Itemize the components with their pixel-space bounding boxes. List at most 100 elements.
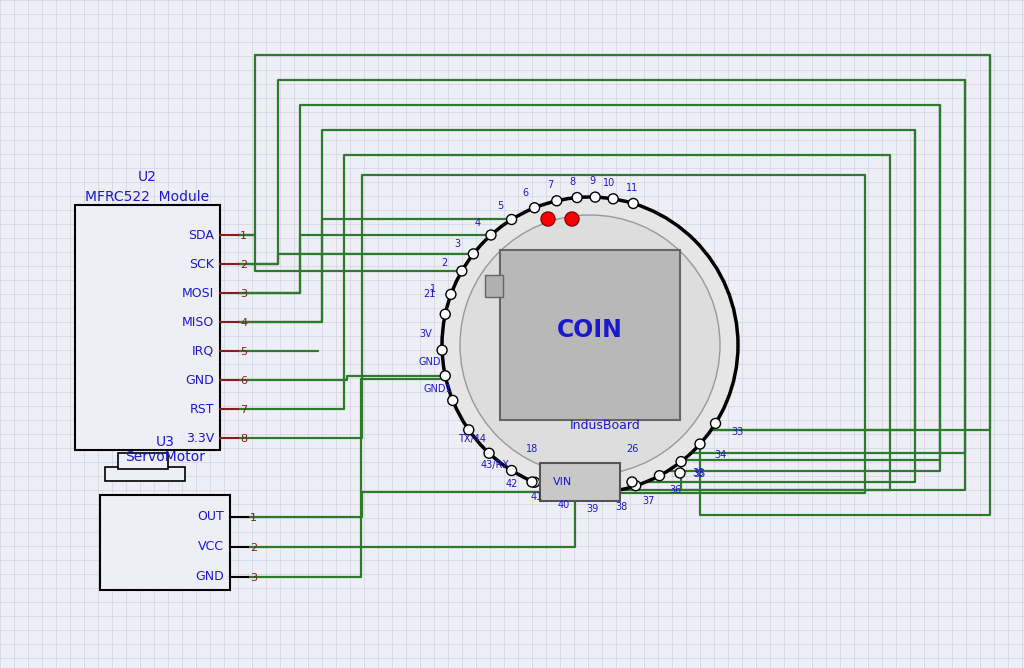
Text: 37: 37 bbox=[643, 496, 655, 506]
Circle shape bbox=[486, 230, 496, 240]
Text: 1: 1 bbox=[250, 513, 257, 523]
Text: 10: 10 bbox=[603, 178, 615, 188]
Text: 39: 39 bbox=[587, 504, 598, 514]
Circle shape bbox=[711, 418, 721, 428]
Bar bbox=[105, 467, 185, 481]
Bar bbox=[485, 275, 503, 297]
Text: SDA: SDA bbox=[188, 228, 214, 242]
Text: GND: GND bbox=[185, 373, 214, 387]
Circle shape bbox=[529, 203, 540, 213]
Text: GND: GND bbox=[419, 357, 441, 367]
Circle shape bbox=[676, 457, 686, 467]
Circle shape bbox=[605, 486, 615, 496]
Text: 3: 3 bbox=[250, 573, 257, 583]
Circle shape bbox=[565, 212, 579, 226]
Text: 7: 7 bbox=[547, 180, 553, 190]
Circle shape bbox=[468, 249, 478, 259]
Text: GND: GND bbox=[196, 570, 224, 584]
Text: COIN: COIN bbox=[557, 318, 623, 342]
Text: 2: 2 bbox=[250, 543, 257, 553]
Text: 33: 33 bbox=[692, 468, 705, 478]
Circle shape bbox=[507, 466, 516, 476]
Text: 2: 2 bbox=[240, 260, 247, 270]
Text: 18: 18 bbox=[526, 444, 539, 454]
Text: 3.3V: 3.3V bbox=[185, 432, 214, 444]
Circle shape bbox=[437, 345, 447, 355]
Text: U3: U3 bbox=[156, 435, 174, 449]
Circle shape bbox=[631, 481, 641, 491]
Circle shape bbox=[554, 485, 564, 495]
Circle shape bbox=[629, 198, 638, 208]
Text: SCK: SCK bbox=[189, 257, 214, 271]
Circle shape bbox=[464, 425, 474, 435]
Text: TX/44: TX/44 bbox=[458, 434, 485, 444]
Circle shape bbox=[675, 468, 685, 478]
Text: ServoMotor: ServoMotor bbox=[125, 450, 205, 464]
Text: 9: 9 bbox=[590, 176, 596, 186]
Circle shape bbox=[541, 212, 555, 226]
Text: 3: 3 bbox=[455, 239, 461, 249]
Text: 40: 40 bbox=[558, 500, 570, 510]
Circle shape bbox=[460, 215, 720, 475]
Circle shape bbox=[695, 439, 705, 449]
Text: 36: 36 bbox=[669, 485, 681, 495]
Text: VIN: VIN bbox=[553, 477, 572, 487]
Circle shape bbox=[627, 477, 637, 487]
Circle shape bbox=[608, 194, 618, 204]
Text: IRQ: IRQ bbox=[191, 345, 214, 357]
Text: MFRC522  Module: MFRC522 Module bbox=[85, 190, 210, 204]
Circle shape bbox=[572, 192, 582, 202]
Text: 11: 11 bbox=[626, 183, 638, 193]
Text: GND1: GND1 bbox=[424, 385, 453, 394]
Circle shape bbox=[447, 395, 458, 405]
Text: 8: 8 bbox=[240, 434, 247, 444]
Text: 2: 2 bbox=[441, 258, 447, 268]
Circle shape bbox=[484, 448, 494, 458]
Text: VCC: VCC bbox=[198, 540, 224, 554]
Text: 1: 1 bbox=[240, 231, 247, 241]
Text: 4: 4 bbox=[240, 318, 247, 328]
Text: 5: 5 bbox=[497, 201, 503, 211]
Bar bbox=[75, 205, 220, 450]
Bar bbox=[500, 250, 680, 420]
Text: 7: 7 bbox=[240, 405, 247, 415]
Text: 4: 4 bbox=[474, 218, 480, 228]
Text: 6: 6 bbox=[240, 376, 247, 386]
Text: 21: 21 bbox=[423, 289, 436, 299]
Circle shape bbox=[440, 309, 451, 319]
Text: 42: 42 bbox=[505, 479, 517, 489]
Circle shape bbox=[527, 477, 537, 487]
Text: 5: 5 bbox=[240, 347, 247, 357]
Text: 43/RX: 43/RX bbox=[480, 460, 509, 470]
Circle shape bbox=[440, 371, 451, 381]
Text: 35: 35 bbox=[693, 469, 706, 479]
Circle shape bbox=[552, 196, 562, 206]
Circle shape bbox=[580, 488, 590, 498]
Circle shape bbox=[507, 214, 516, 224]
Text: 8: 8 bbox=[569, 176, 575, 186]
Text: MOSI: MOSI bbox=[181, 287, 214, 299]
Text: MISO: MISO bbox=[181, 315, 214, 329]
Circle shape bbox=[654, 471, 665, 481]
Text: 3: 3 bbox=[240, 289, 247, 299]
Circle shape bbox=[590, 192, 600, 202]
Text: 41: 41 bbox=[530, 492, 543, 502]
Text: U2: U2 bbox=[138, 170, 157, 184]
Text: IndusBoard: IndusBoard bbox=[569, 418, 640, 432]
Circle shape bbox=[442, 197, 738, 493]
Circle shape bbox=[445, 289, 456, 299]
Text: 3V: 3V bbox=[420, 329, 432, 339]
Text: 34: 34 bbox=[714, 450, 726, 460]
Text: 6: 6 bbox=[522, 188, 528, 198]
Text: OUT: OUT bbox=[198, 510, 224, 524]
Circle shape bbox=[457, 266, 467, 276]
Bar bbox=[118, 453, 168, 469]
Text: 38: 38 bbox=[614, 502, 627, 512]
Text: 33: 33 bbox=[731, 427, 743, 437]
Text: 26: 26 bbox=[626, 444, 638, 454]
Bar bbox=[540, 463, 620, 501]
Bar bbox=[100, 495, 230, 590]
Circle shape bbox=[529, 477, 540, 487]
Text: 1: 1 bbox=[430, 284, 436, 294]
Text: RST: RST bbox=[189, 403, 214, 415]
